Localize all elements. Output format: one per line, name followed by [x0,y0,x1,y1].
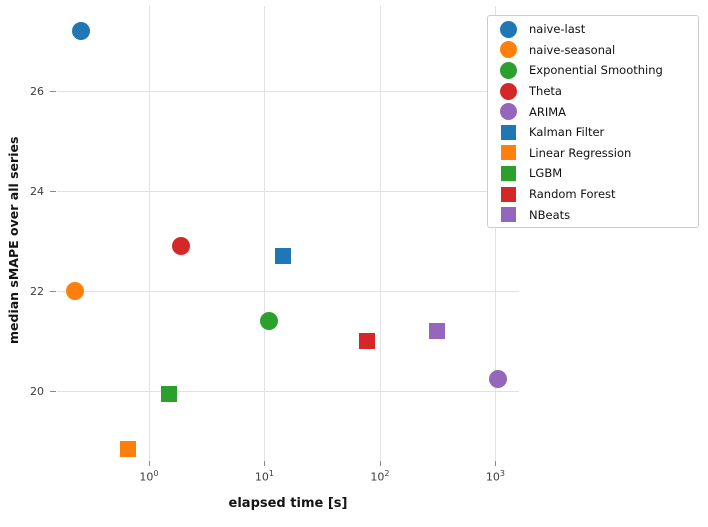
legend-item-label: naive-seasonal [529,42,616,57]
legend-swatch-cell [495,41,522,59]
legend-swatch-cell [495,145,522,161]
legend-item-label: Random Forest [529,187,616,202]
circle-swatch-icon [500,61,517,79]
legend-item: NBeats [488,204,698,225]
legend-item-label: Theta [529,84,562,99]
legend-item-label: LGBM [529,166,563,181]
scatter-point-arima [488,369,507,388]
legend-swatch-cell [495,61,522,79]
square-swatch-icon [501,165,516,181]
legend-swatch-cell [495,124,522,140]
y-tick-label: 24 [30,184,44,198]
legend-item: Exponential Smoothing [488,60,698,81]
scatter-point-kalman-filter [275,248,292,264]
legend: naive-last naive-seasonal Exponential Smoo… [487,15,699,228]
legend-swatch-cell [495,186,522,202]
square-swatch-icon [501,145,516,161]
y-tick-mark [50,391,56,392]
y-tick-mark [50,91,56,92]
legend-swatch-cell [495,207,522,223]
legend-swatch-cell [495,103,522,121]
y-tick-mark [50,291,56,292]
y-gridline [57,291,519,292]
y-tick-mark [50,191,56,192]
y-gridline [57,391,519,392]
square-swatch-icon [501,186,516,202]
legend-item-label: Kalman Filter [529,125,605,140]
legend-item-label: Exponential Smoothing [529,63,663,78]
legend-item-label: naive-last [529,22,586,37]
y-tick-label: 26 [30,84,44,98]
circle-swatch-icon [500,103,517,121]
scatter-point-exponential-smoothing [260,312,279,330]
y-gridline [57,191,519,192]
x-gridline [264,6,266,461]
scatter-point-theta [172,237,191,255]
x-tick-mark [495,461,497,466]
legend-item-label: ARIMA [529,104,567,119]
x-tick-mark [379,461,381,466]
y-gridline [57,91,519,92]
legend-item: Kalman Filter [488,122,698,143]
y-tick-label: 20 [30,384,44,398]
legend-item-label: Linear Regression [529,145,632,160]
legend-item: naive-seasonal [488,40,698,61]
legend-item: LGBM [488,163,698,184]
circle-swatch-icon [500,20,517,38]
x-gridline [379,6,381,461]
legend-item: Random Forest [488,184,698,205]
x-tick-label: 101 [254,469,274,484]
x-tick-mark [264,461,266,466]
scatter-point-lgbm [161,385,178,402]
circle-swatch-icon [500,82,517,100]
legend-item: Theta [488,81,698,102]
x-tick-label: 102 [370,469,390,484]
square-swatch-icon [501,207,516,223]
x-gridline [148,6,150,461]
legend-item: naive-last [488,19,698,40]
legend-item: ARIMA [488,101,698,122]
scatter-point-naive-seasonal [66,282,85,300]
y-axis-label: median sMAPE over all series [6,136,21,344]
legend-swatch-cell [495,20,522,38]
legend-item-label: NBeats [529,207,571,222]
x-gridline [495,6,497,461]
scatter-point-random-forest [359,333,376,349]
scatter-point-naive-last [72,22,91,40]
x-tick-label: 100 [139,469,159,484]
plot-area [57,6,519,461]
legend-item: Linear Regression [488,143,698,164]
y-tick-label: 22 [30,284,44,298]
square-swatch-icon [501,124,516,140]
scatter-point-nbeats [428,323,445,339]
scatter-point-linear-regression [120,440,137,457]
circle-swatch-icon [500,41,517,59]
x-tick-label: 103 [485,469,505,484]
legend-swatch-cell [495,165,522,181]
x-tick-mark [148,461,150,466]
x-axis-label: elapsed time [s] [228,496,348,511]
legend-swatch-cell [495,82,522,100]
